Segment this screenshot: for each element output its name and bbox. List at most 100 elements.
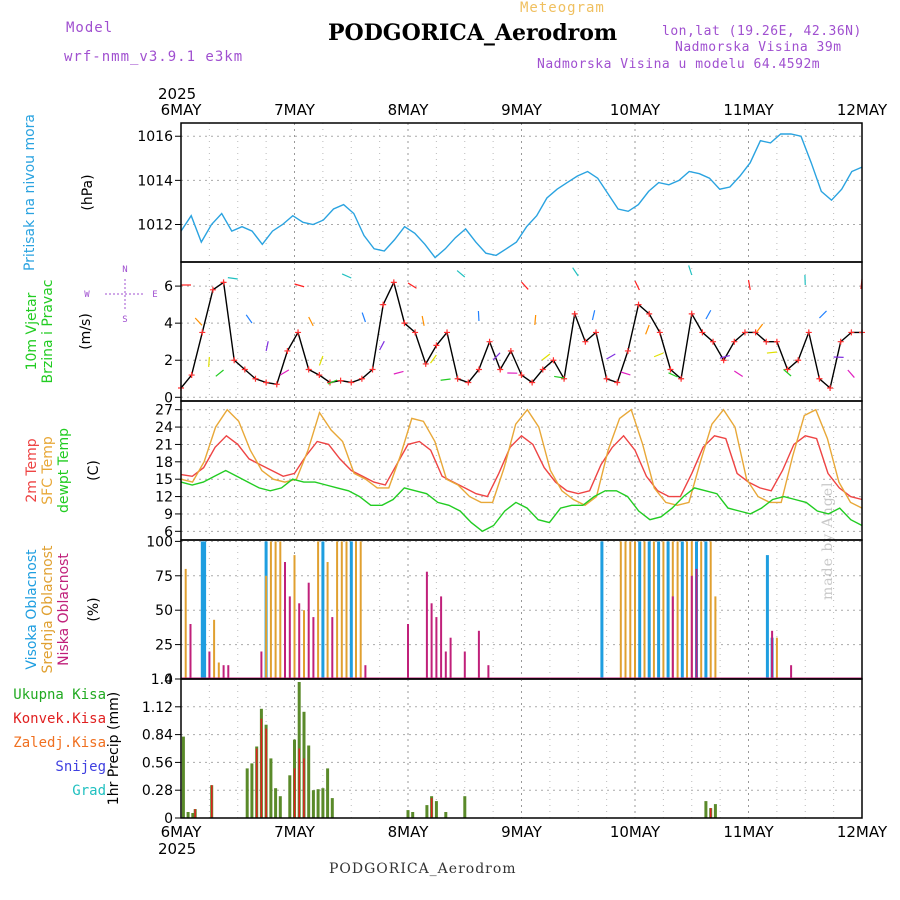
x-tick-label-bottom: 6MAY (161, 823, 203, 841)
wind-direction-arrow (492, 352, 501, 361)
wind-speed-marker (795, 357, 802, 364)
year-label-top: 2025 (158, 85, 196, 103)
wind-direction-arrow (719, 354, 730, 359)
wind-speed-marker (295, 329, 302, 336)
x-tick-label-bottom: 7MAY (274, 823, 316, 841)
bar-precip (704, 801, 708, 818)
bar-cloud (634, 541, 636, 679)
wind-speed-marker (337, 377, 344, 384)
bar-cloud (771, 630, 774, 679)
y-tick-label: 15 (155, 472, 173, 488)
wind-speed-marker (678, 375, 685, 382)
bar-precip (181, 736, 185, 818)
bar-cloud (355, 541, 357, 679)
wind-direction-arrow (688, 265, 693, 276)
wind-speed-marker (465, 379, 472, 386)
bar-cloud (463, 651, 466, 679)
bar-precip (411, 812, 415, 818)
wind-speed-marker (518, 372, 525, 379)
bar-cloud (359, 541, 362, 679)
wind-direction-arrow (341, 273, 352, 279)
bar-precip (245, 768, 249, 818)
wind-speed-marker (763, 338, 770, 345)
wind-speed-marker (220, 279, 227, 286)
wind-speed-marker (263, 379, 270, 386)
y-tick-label: 1.4 (151, 672, 173, 688)
bar-cloud (430, 603, 433, 679)
bar-precip (444, 812, 448, 818)
precip-legend-label: Ukupna Kisa (13, 687, 106, 703)
bar-precip (434, 801, 438, 818)
bar-precip (260, 718, 263, 818)
wind-speed-marker (444, 329, 451, 336)
bar-cloud (345, 541, 348, 679)
wind-speed-marker (252, 375, 259, 382)
wind-direction-arrow (308, 316, 314, 327)
wind-speed-marker (741, 329, 748, 336)
wind-direction-arrow (294, 283, 305, 288)
model-elevation: Nadmorska Visina u modelu 64.4592m (537, 57, 821, 72)
y-axis-unit: (%) (86, 597, 102, 621)
bar-precip (406, 810, 410, 818)
bar-precip (311, 790, 315, 818)
bar-cloud (643, 541, 646, 679)
wind-speed-marker (188, 372, 195, 379)
wind-direction-arrow (227, 277, 238, 280)
precip-legend-label: Zaledj.Kisa (13, 735, 106, 751)
wind-direction-arrow (541, 353, 551, 361)
wind-speed-marker (603, 375, 610, 382)
x-tick-label-top: 12MAY (837, 101, 888, 119)
bar-cloud (680, 541, 684, 679)
x-tick-label-top: 10MAY (610, 101, 661, 119)
wind-speed-marker (635, 301, 642, 308)
bar-cloud (303, 610, 305, 679)
bar-cloud (298, 603, 301, 679)
wind-direction-arrow (215, 369, 224, 377)
wind-speed-marker (507, 347, 514, 354)
wind-speed-marker (497, 366, 504, 373)
y-tick-label: 6 (164, 524, 173, 540)
bar-cloud (321, 541, 325, 679)
wind-speed-marker (816, 375, 823, 382)
bar-cloud (203, 541, 207, 679)
bar-cloud (671, 596, 674, 679)
y-tick-label: 25 (155, 638, 173, 654)
wind-speed-marker (380, 301, 387, 308)
station-elevation: Nadmorska Visina 39m (675, 40, 842, 55)
wind-speed-marker (688, 310, 695, 317)
wind-direction-arrow (591, 310, 596, 321)
bar-precip (425, 805, 429, 818)
wind-speed-marker (369, 366, 376, 373)
wind-speed-marker (348, 379, 355, 386)
y-tick-label: 27 (155, 403, 173, 419)
x-tick-label-top: 6MAY (161, 101, 203, 119)
wind-speed-marker (848, 329, 855, 336)
bar-cloud (364, 665, 367, 679)
bar-cloud (449, 637, 452, 679)
bar-cloud (213, 619, 216, 679)
wind-direction-arrow (819, 310, 827, 319)
y-tick-label: 0 (164, 390, 173, 406)
wind-speed-marker (305, 366, 312, 373)
bar-cloud (288, 596, 291, 679)
bar-precip (269, 758, 273, 818)
bar-cloud (600, 541, 604, 679)
bar-cloud (686, 541, 688, 679)
bar-cloud (222, 665, 225, 679)
bar-cloud (293, 555, 296, 679)
bar-cloud (638, 541, 642, 679)
wind-speed-marker (624, 347, 631, 354)
wind-direction-arrow (430, 354, 437, 364)
wind-speed-marker (827, 385, 834, 392)
wind-speed-marker (550, 357, 557, 364)
compass-south: S (122, 315, 127, 325)
model-value: wrf-nmm_v3.9.1 e3km (64, 49, 244, 65)
bar-cloud (307, 582, 310, 679)
bar-cloud (227, 665, 230, 679)
bar-cloud (274, 541, 277, 679)
wind-speed-marker (582, 338, 589, 345)
bar-cloud (700, 541, 703, 679)
wind-speed-marker (656, 329, 663, 336)
bar-cloud (629, 541, 632, 679)
x-tick-label-bottom: 10MAY (610, 823, 661, 841)
